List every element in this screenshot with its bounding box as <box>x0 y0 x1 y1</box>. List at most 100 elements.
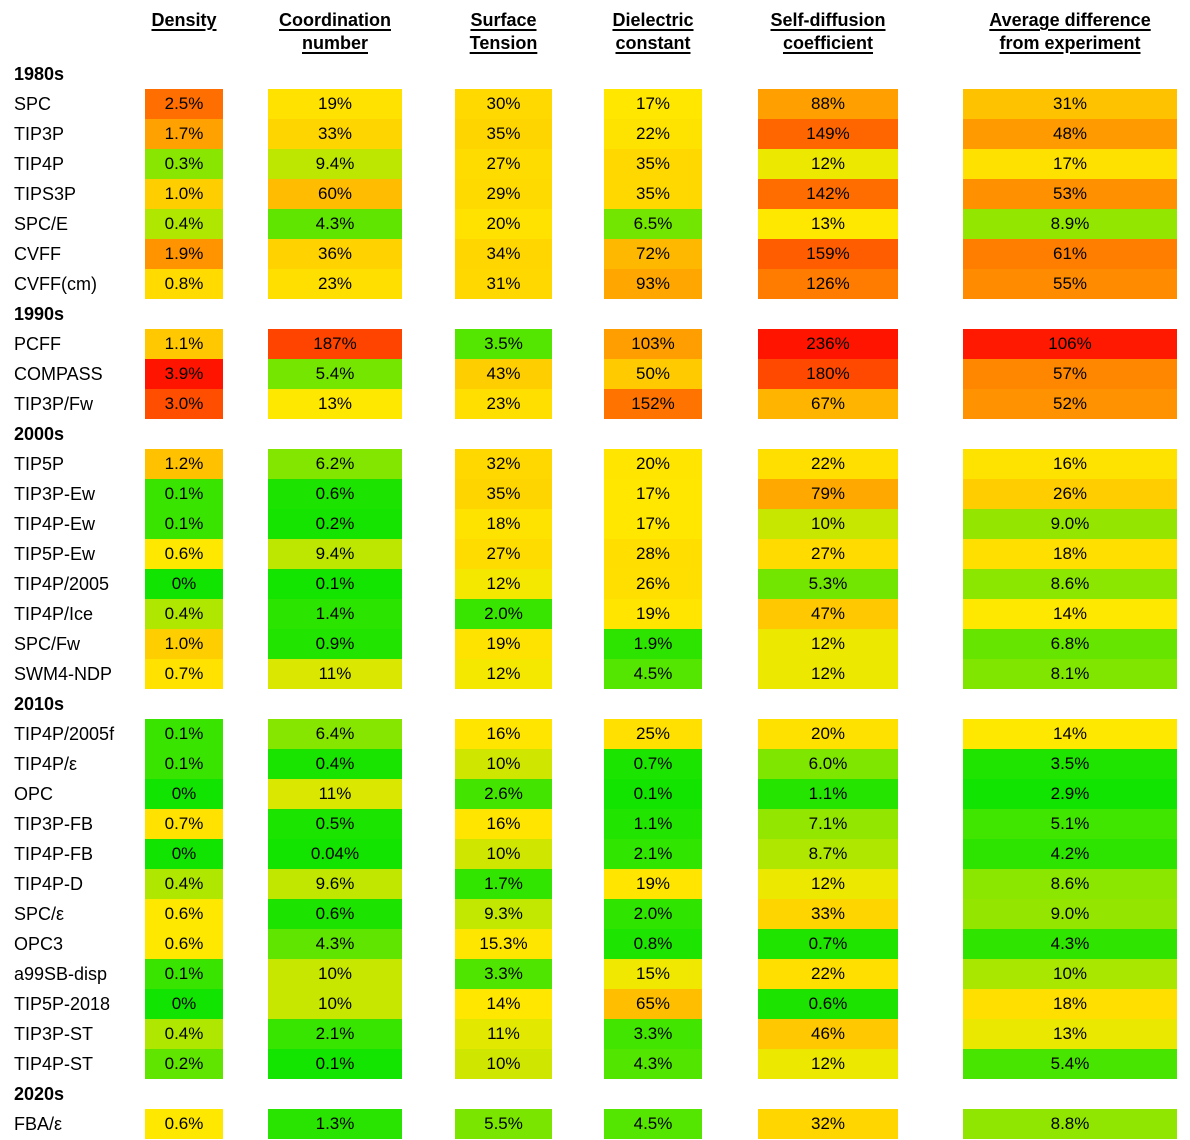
value-cell: 0.4% <box>145 209 223 239</box>
model-label: SPC/E <box>14 214 69 234</box>
value-cell: 187% <box>268 329 402 359</box>
value-cell: 27% <box>455 539 552 569</box>
value-cell: 31% <box>963 89 1177 119</box>
value-cell: 2.1% <box>604 839 702 869</box>
table-row: CVFF 1.9% 36% 34% 72% 159% 61% <box>0 239 1190 269</box>
column-header-label: Dielectric <box>612 10 694 30</box>
section-row: 2000s <box>0 419 1190 449</box>
value-cell: 22% <box>758 449 898 479</box>
decade-label: 2020s <box>14 1084 65 1104</box>
value-cell: 12% <box>758 1049 898 1079</box>
value-cell: 6.4% <box>268 719 402 749</box>
value-cell: 28% <box>604 539 702 569</box>
value-cell: 35% <box>604 149 702 179</box>
value-cell: 103% <box>604 329 702 359</box>
value-cell: 0.6% <box>145 899 223 929</box>
value-cell: 36% <box>268 239 402 269</box>
value-cell: 8.7% <box>758 839 898 869</box>
value-cell: 53% <box>963 179 1177 209</box>
value-cell: 10% <box>268 989 402 1019</box>
value-cell: 1.1% <box>145 329 223 359</box>
value-cell: 13% <box>758 209 898 239</box>
value-cell: 1.7% <box>145 119 223 149</box>
column-header-label: Surface <box>470 10 537 30</box>
value-cell: 3.5% <box>963 749 1177 779</box>
table-row: TIP4P-D 0.4% 9.6% 1.7% 19% 12% 8.6% <box>0 869 1190 899</box>
model-label: OPC <box>14 784 54 804</box>
value-cell: 17% <box>963 149 1177 179</box>
value-cell: 6.2% <box>268 449 402 479</box>
value-cell: 20% <box>455 209 552 239</box>
value-cell: 0.1% <box>145 509 223 539</box>
decade-label: 2000s <box>14 424 65 444</box>
value-cell: 10% <box>455 749 552 779</box>
column-header-label: constant <box>615 33 691 53</box>
value-cell: 0.6% <box>145 929 223 959</box>
value-cell: 3.9% <box>145 359 223 389</box>
section-row: 2020s <box>0 1079 1190 1109</box>
value-cell: 0.6% <box>268 479 402 509</box>
model-label: TIP4P/2005f <box>14 724 115 744</box>
column-header: Surface Tension <box>455 9 552 55</box>
column-header-label: Self-diffusion <box>770 10 886 30</box>
value-cell: 126% <box>758 269 898 299</box>
table-row: SWM4-NDP 0.7% 11% 12% 4.5% 12% 8.1% <box>0 659 1190 689</box>
value-cell: 0.9% <box>268 629 402 659</box>
value-cell: 2.1% <box>268 1019 402 1049</box>
value-cell: 50% <box>604 359 702 389</box>
value-cell: 6.8% <box>963 629 1177 659</box>
value-cell: 22% <box>604 119 702 149</box>
model-label: TIP4P <box>14 154 65 174</box>
value-cell: 4.5% <box>604 1109 702 1139</box>
table-row: COMPASS 3.9% 5.4% 43% 50% 180% 57% <box>0 359 1190 389</box>
value-cell: 11% <box>268 779 402 809</box>
model-label: TIP4P-D <box>14 874 84 894</box>
table-row: TIP3P-Ew 0.1% 0.6% 35% 17% 79% 26% <box>0 479 1190 509</box>
table-row: SPC/Fw 1.0% 0.9% 19% 1.9% 12% 6.8% <box>0 629 1190 659</box>
value-cell: 0.7% <box>604 749 702 779</box>
value-cell: 152% <box>604 389 702 419</box>
value-cell: 2.6% <box>455 779 552 809</box>
value-cell: 0.4% <box>145 1019 223 1049</box>
table-row: TIP5P-2018 0% 10% 14% 65% 0.6% 18% <box>0 989 1190 1019</box>
value-cell: 2.0% <box>455 599 552 629</box>
value-cell: 12% <box>455 569 552 599</box>
table-row: PCFF 1.1% 187% 3.5% 103% 236% 106% <box>0 329 1190 359</box>
value-cell: 61% <box>963 239 1177 269</box>
decade-label: 2010s <box>14 694 65 714</box>
column-header-label: Average difference <box>989 10 1151 30</box>
value-cell: 9.4% <box>268 539 402 569</box>
value-cell: 149% <box>758 119 898 149</box>
value-cell: 9.0% <box>963 899 1177 929</box>
value-cell: 1.4% <box>268 599 402 629</box>
value-cell: 93% <box>604 269 702 299</box>
value-cell: 4.2% <box>963 839 1177 869</box>
value-cell: 0.2% <box>268 509 402 539</box>
table-body: 1980s SPC 2.5% 19% 30% 17% 88% 31% TIP3P 1.7% 33% 3… <box>0 59 1190 1139</box>
value-cell: 0.6% <box>145 1109 223 1139</box>
value-cell: 0.8% <box>145 269 223 299</box>
value-cell: 11% <box>455 1019 552 1049</box>
section-row: 2010s <box>0 689 1190 719</box>
value-cell: 3.3% <box>604 1019 702 1049</box>
value-cell: 2.0% <box>604 899 702 929</box>
value-cell: 67% <box>758 389 898 419</box>
model-label: TIP4P-FB <box>14 844 94 864</box>
value-cell: 15.3% <box>455 929 552 959</box>
value-cell: 20% <box>758 719 898 749</box>
value-cell: 0.4% <box>145 869 223 899</box>
value-cell: 5.4% <box>268 359 402 389</box>
value-cell: 142% <box>758 179 898 209</box>
value-cell: 236% <box>758 329 898 359</box>
column-header-label: Density <box>151 10 217 30</box>
value-cell: 15% <box>604 959 702 989</box>
table-row: TIP3P/Fw 3.0% 13% 23% 152% 67% 52% <box>0 389 1190 419</box>
table-row: TIPS3P 1.0% 60% 29% 35% 142% 53% <box>0 179 1190 209</box>
value-cell: 0.6% <box>268 899 402 929</box>
value-cell: 1.7% <box>455 869 552 899</box>
table-row: OPC3 0.6% 4.3% 15.3% 0.8% 0.7% 4.3% <box>0 929 1190 959</box>
table-row: a99SB-disp 0.1% 10% 3.3% 15% 22% 10% <box>0 959 1190 989</box>
model-label: CVFF(cm) <box>14 274 97 294</box>
value-cell: 2.9% <box>963 779 1177 809</box>
value-cell: 3.5% <box>455 329 552 359</box>
